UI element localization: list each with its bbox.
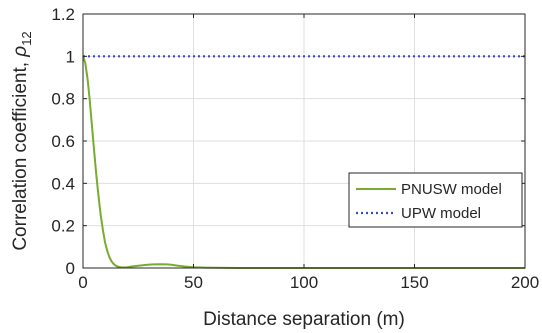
x-tick-label: 0 <box>78 273 87 292</box>
y-tick-label: 0.2 <box>51 217 75 236</box>
legend-label-upw-model: UPW model <box>401 205 481 222</box>
ticks: 0 50 100 150 200 0 0.2 0.4 0.6 0.8 1 1.2 <box>51 5 539 292</box>
x-tick-label: 50 <box>184 273 203 292</box>
y-tick-label: 0.4 <box>51 174 75 193</box>
y-tick-label: 0 <box>66 259 75 278</box>
x-tick-label: 100 <box>290 273 318 292</box>
x-tick-label: 200 <box>511 273 539 292</box>
x-tick-label: 150 <box>400 273 428 292</box>
y-axis-label: Correlation coefficient, ρ12 <box>10 31 34 250</box>
y-tick-label: 0.8 <box>51 90 75 109</box>
y-axis-label-text: Correlation coefficient, <box>10 57 31 251</box>
y-axis-label-subscript: 12 <box>19 31 34 45</box>
y-tick-label: 0.6 <box>51 132 75 151</box>
legend-box <box>348 172 523 228</box>
x-axis-label: Distance separation (m) <box>203 309 405 330</box>
legend: PNUSW model UPW model <box>348 172 523 228</box>
legend-label-pnusw-model: PNUSW model <box>401 181 502 198</box>
y-axis-label-symbol: ρ <box>10 46 31 58</box>
y-tick-label: 1 <box>66 47 75 66</box>
grid <box>82 13 526 269</box>
y-tick-label: 1.2 <box>51 5 75 24</box>
